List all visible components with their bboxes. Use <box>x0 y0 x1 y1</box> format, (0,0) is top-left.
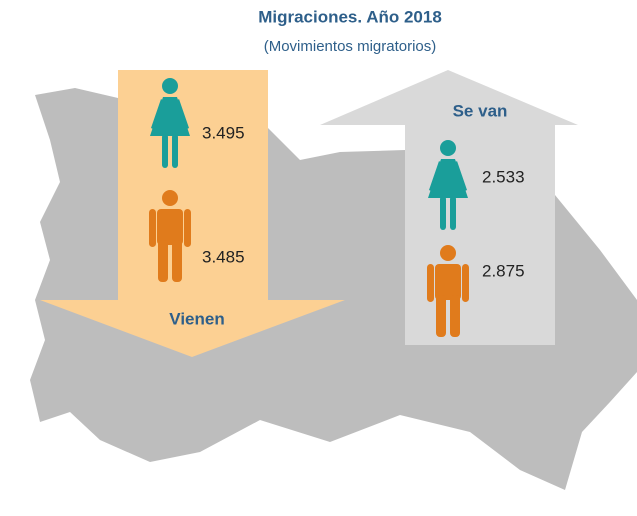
arrow-out <box>320 70 578 345</box>
value: 2.875 <box>482 261 525 280</box>
label: Vienen <box>169 309 224 328</box>
label: Se van <box>453 101 508 120</box>
value: 2.533 <box>482 167 525 186</box>
value: 3.485 <box>202 247 245 266</box>
title: Migraciones. Año 2018 <box>258 7 442 26</box>
subtitle: (Movimientos migratorios) <box>264 38 437 55</box>
value: 3.495 <box>202 123 245 142</box>
arrow-in <box>40 70 345 357</box>
